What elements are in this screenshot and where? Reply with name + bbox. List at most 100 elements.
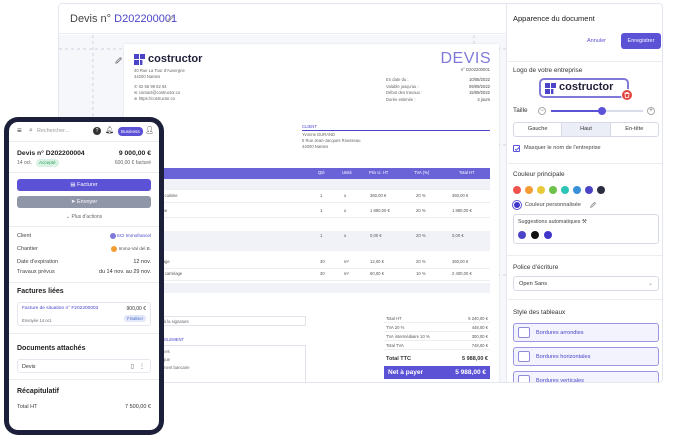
table-style-icon xyxy=(518,351,530,362)
total-value: 448,00 € xyxy=(471,325,488,330)
font-select[interactable]: Open Sans ⌄ xyxy=(513,276,659,291)
table-style-option[interactable]: Bordures verticales xyxy=(513,371,659,382)
save-button[interactable]: Enregistrer xyxy=(621,33,661,49)
th-vat: TVA (%) xyxy=(414,170,430,175)
client-label: CLIENT xyxy=(302,124,317,129)
divider xyxy=(9,226,159,227)
linked-invoice-amount: 900,00 € xyxy=(126,306,146,312)
file-icon[interactable]: ▯ xyxy=(130,364,134,370)
meta-row: Durée estimée : 4 jours xyxy=(386,97,490,104)
search-input[interactable]: Rechercher... xyxy=(37,128,70,134)
meta-row: En date du : 10/08/2022 xyxy=(386,77,490,84)
bell-icon[interactable]: 🔔︎ xyxy=(105,127,114,134)
cell-pu: 1 880,00 € xyxy=(370,208,390,213)
color-swatch[interactable] xyxy=(561,186,569,194)
meta-label: Début des travaux : xyxy=(386,90,423,95)
suggest-swatch[interactable] xyxy=(531,231,539,239)
search-icon[interactable]: ⌕ xyxy=(29,127,33,134)
company-name: costructor xyxy=(148,53,203,65)
total-ttc-row: Total TTC 5 988,00 € xyxy=(384,355,490,365)
more-actions-link[interactable]: ⌄ Plus d'actions xyxy=(9,214,159,220)
cell-total: 1 880,00 € xyxy=(452,208,472,213)
color-swatch[interactable] xyxy=(513,186,521,194)
user-icon[interactable]: 👤︎ xyxy=(145,127,154,134)
mobile-doc-date: 14 oct. xyxy=(17,160,33,166)
more-icon[interactable]: ⋮ xyxy=(139,364,145,370)
attached-doc-item[interactable]: Devis ▯ ⋮ xyxy=(17,359,151,373)
align-option[interactable]: Haut xyxy=(562,123,611,136)
contact-site: ⊕ https://costructor.co xyxy=(134,96,180,102)
phone-value: 02 55 99 62 64 xyxy=(138,84,167,89)
chantier-row-value[interactable]: Immo-Val del B. xyxy=(111,246,151,252)
cell-tva: 20 % xyxy=(416,233,426,238)
mobile-frame: ≡ ⌕ Rechercher... ? 🔔︎ Business 👤︎ Devis… xyxy=(4,117,164,435)
desktop-header: Devis n° D202200001 xyxy=(59,4,506,34)
meta-label: Valable jusqu'au : xyxy=(386,83,419,89)
net-value: 5 988,00 € xyxy=(455,369,486,376)
panel-header: Apparence du document Annuler Enregistre… xyxy=(507,4,662,62)
company-logo: costructor xyxy=(134,53,224,67)
total-row: Total TVA 748,00 € xyxy=(384,341,490,350)
cell-qty: 30 xyxy=(320,271,325,276)
client-row: Client SCI Immofrancel xyxy=(17,233,151,239)
logo-preview[interactable]: costructor xyxy=(539,78,629,98)
logo-section: Logo de votre entreprise costructor Tail… xyxy=(507,62,662,164)
help-icon[interactable]: ? xyxy=(93,127,101,135)
divider xyxy=(9,379,159,380)
send-button-label: Envoyer xyxy=(76,199,98,205)
works-row: Travaux prévus du 14 nov. au 29 nov. xyxy=(17,269,151,275)
linked-invoice-card[interactable]: Facture de situation n° F202200003 Envoy… xyxy=(17,302,151,326)
phone-icon: ✆ xyxy=(134,84,139,89)
send-button[interactable]: ➤ Envoyer xyxy=(17,196,151,208)
attached-doc-name: Devis xyxy=(22,364,36,370)
color-swatch[interactable] xyxy=(585,186,593,194)
hide-name-checkbox[interactable] xyxy=(513,145,520,152)
color-swatch[interactable] xyxy=(525,186,533,194)
logo-label: Logo de votre entreprise xyxy=(513,67,583,74)
color-swatch[interactable] xyxy=(597,186,605,194)
th-total: Total HT xyxy=(459,170,475,175)
align-option[interactable]: En-tête xyxy=(625,126,644,132)
font-section: Police d'écriture Open Sans ⌄ xyxy=(507,256,662,300)
title-prefix: Devis n° xyxy=(70,13,112,25)
table-style-option[interactable]: Bordures horizontales xyxy=(513,347,659,366)
invoice-button-label: Facturer xyxy=(77,182,98,188)
cell-qty: 1 xyxy=(320,233,323,238)
zoom-out-icon[interactable]: − xyxy=(538,107,546,115)
edit-logo-pencil-icon[interactable] xyxy=(114,56,123,65)
table-row: de la cuisine1u1 880,00 €20 %1 880,00 € xyxy=(134,206,490,218)
suggest-swatch[interactable] xyxy=(544,231,552,239)
linked-invoices-title: Factures liées xyxy=(17,288,64,295)
section-row xyxy=(134,283,490,293)
align-option[interactable]: Gauche xyxy=(514,123,563,136)
size-slider-thumb[interactable] xyxy=(597,107,606,115)
cancel-button[interactable]: Annuler xyxy=(587,38,606,44)
client-avatar xyxy=(109,233,116,239)
table-style-option[interactable]: Bordures arrondies xyxy=(513,323,659,342)
th-unit: Unité xyxy=(342,170,352,175)
custom-color-swatch[interactable] xyxy=(512,200,522,210)
doc-type: DEVIS xyxy=(440,50,491,67)
hamburger-icon[interactable]: ≡ xyxy=(17,126,22,135)
cell-pu: 60,00 € xyxy=(370,271,384,276)
globe-icon: ⊕ xyxy=(134,96,139,101)
invoice-button[interactable]: ▤ Facturer xyxy=(17,179,151,191)
color-swatch[interactable] xyxy=(549,186,557,194)
suggest-swatch[interactable] xyxy=(518,231,526,239)
color-swatch[interactable] xyxy=(537,186,545,194)
color-swatch[interactable] xyxy=(573,186,581,194)
size-slider-track[interactable] xyxy=(551,110,643,112)
cell-unit: m² xyxy=(344,259,349,264)
zoom-in-icon[interactable]: + xyxy=(647,107,655,115)
edit-color-pencil-icon[interactable] xyxy=(589,201,597,209)
total-label: TVA intermédiaire 10 % xyxy=(386,334,430,339)
delete-logo-button[interactable] xyxy=(621,89,633,101)
total-row: TVA 20 % 448,00 € xyxy=(384,323,490,332)
edit-pencil-icon[interactable] xyxy=(166,14,175,23)
table-row xyxy=(134,179,490,190)
client-row-value[interactable]: SCI Immofrancel xyxy=(109,233,151,239)
invoice-paper: costructor 40 Rue La Tour d'Auvergne 442… xyxy=(115,44,499,382)
table-style-label: Style des tableaux xyxy=(513,309,566,316)
client-line: 5 Rue Jean-Jacques Rousseau xyxy=(302,138,361,143)
